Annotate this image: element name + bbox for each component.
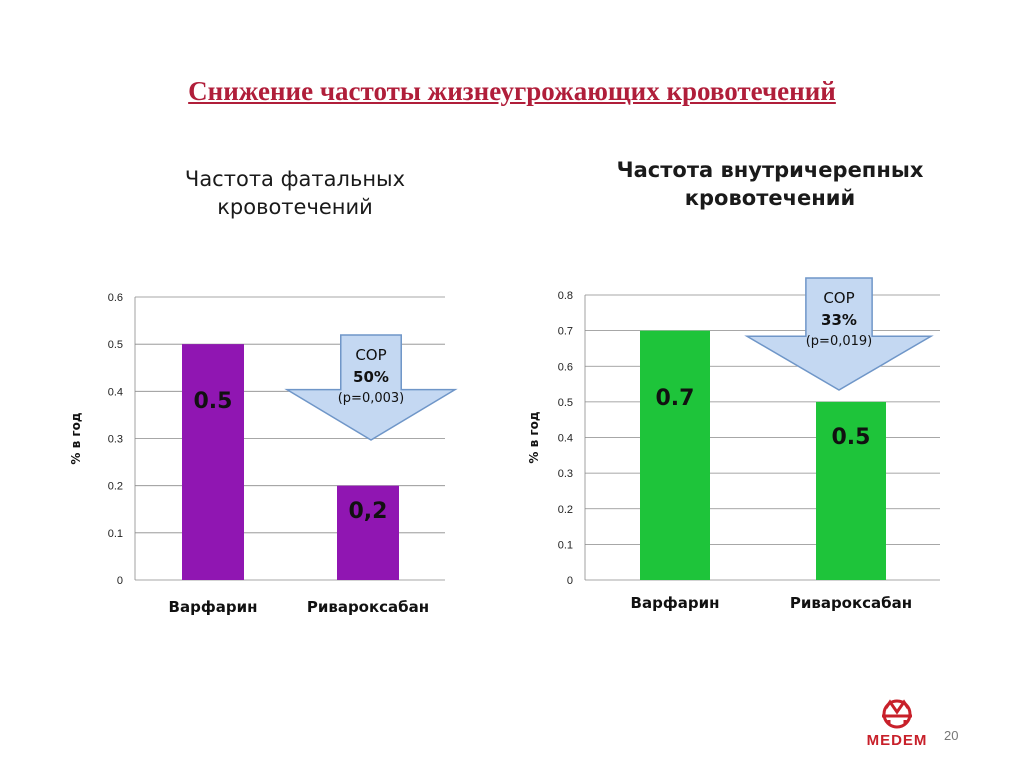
y-axis-label: % в год [69, 412, 83, 464]
chart-title-fatal: Частота фатальных кровотечений [184, 167, 406, 219]
y-tick-label: 0.1 [558, 539, 573, 551]
y-tick-label: 0.2 [108, 481, 123, 493]
y-tick-label: 0 [117, 575, 123, 587]
svg-text:MEDEM: MEDEM [867, 732, 928, 749]
y-tick-label: 0.2 [558, 504, 573, 516]
callout-line3-0: (p=0,003) [338, 391, 405, 406]
callout-line2-0: 50% [353, 368, 389, 386]
callout-line1-1: СОР [823, 289, 854, 307]
y-tick-label: 0.7 [558, 326, 573, 338]
data-label: 0,2 [349, 499, 388, 524]
x-category-label: Ривароксабан [790, 594, 912, 612]
x-category-label: Варфарин [631, 594, 720, 612]
y-tick-label: 0 [567, 575, 573, 587]
callout-line3-1: (p=0,019) [806, 334, 873, 349]
callout-line2-1: 33% [821, 311, 857, 329]
data-label: 0.7 [656, 386, 695, 411]
slide-title: Снижение частоты жизнеугрожающих кровоте… [188, 76, 836, 106]
y-tick-label: 0.3 [558, 468, 573, 480]
y-tick-label: 0.5 [558, 397, 573, 409]
bar-warfarin [182, 344, 244, 580]
callout-arrow-1 [744, 277, 934, 391]
y-axis-label: % в год [527, 411, 541, 463]
bar-rivaroxaban [816, 401, 886, 580]
y-tick-label: 0.4 [108, 386, 123, 398]
y-tick-label: 0.3 [108, 434, 123, 446]
y-tick-label: 0.4 [558, 433, 573, 445]
chart-title-intracranial: Частота внутричерепных кровотечений [616, 158, 924, 210]
y-tick-label: 0.1 [108, 528, 123, 540]
x-category-label: Ривароксабан [307, 598, 429, 616]
callout-line1-0: СОР [355, 346, 386, 364]
medem-logo-emblem-icon [882, 699, 912, 729]
data-label: 0.5 [194, 389, 233, 414]
medem-logo: MEDEM [867, 699, 928, 749]
y-tick-label: 0.6 [558, 361, 573, 373]
y-tick-label: 0.8 [558, 290, 573, 302]
callout-arrow-0 [284, 334, 458, 441]
x-category-label: Варфарин [169, 598, 258, 616]
data-label: 0.5 [832, 425, 871, 450]
page-number: 20 [944, 728, 959, 743]
bar-rivaroxaban [337, 485, 399, 580]
bar-warfarin [640, 330, 710, 580]
y-tick-label: 0.6 [108, 292, 123, 304]
y-tick-label: 0.5 [108, 339, 123, 351]
